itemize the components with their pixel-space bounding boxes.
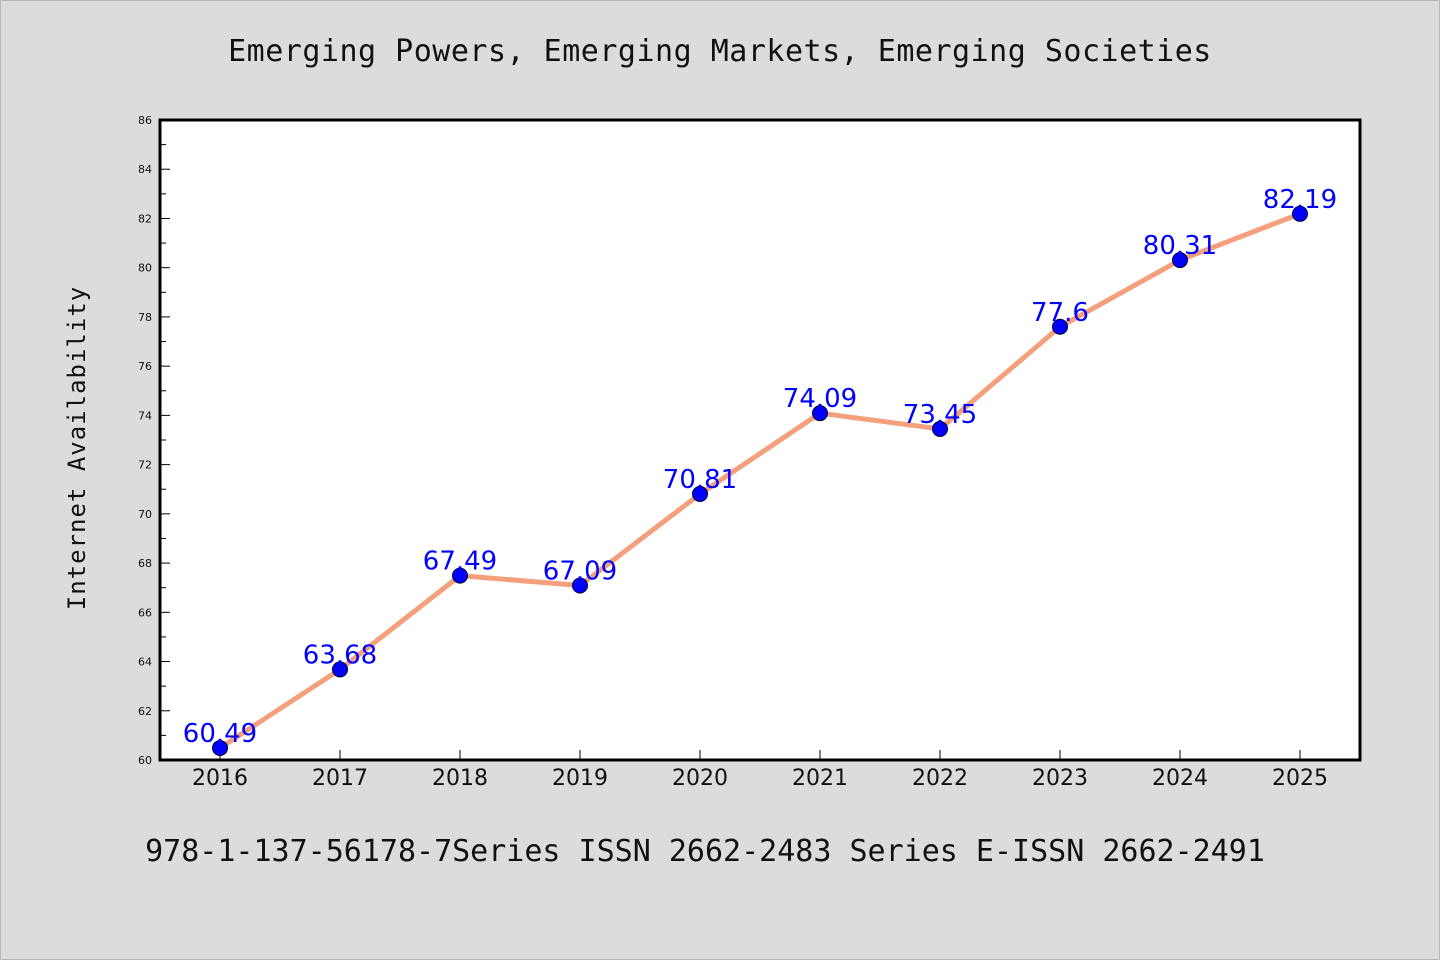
x-tick-label: 2021: [792, 766, 848, 791]
data-label: 67.09: [543, 556, 617, 586]
x-tick-label: 2017: [312, 766, 368, 791]
y-tick-label: 80: [138, 262, 152, 275]
y-tick-label: 86: [138, 114, 152, 127]
data-label: 70.81: [663, 465, 737, 495]
y-tick-label: 82: [138, 212, 152, 225]
y-tick-label: 60: [138, 754, 152, 767]
x-tick-label: 2022: [912, 766, 968, 791]
series-line: [217, 211, 1303, 751]
data-point: [212, 739, 228, 756]
x-tick-label: 2020: [672, 766, 728, 791]
y-tick-label: 66: [138, 606, 152, 619]
data-label: 74.09: [783, 384, 857, 414]
data-point: [1292, 205, 1308, 222]
data-point: [932, 420, 948, 437]
y-tick-label: 76: [138, 360, 152, 373]
data-label: 73.45: [903, 400, 977, 430]
x-tick-label: 2016: [192, 766, 248, 791]
data-point: [1052, 318, 1068, 335]
y-tick-label: 62: [138, 705, 152, 718]
x-tick-label: 2024: [1152, 766, 1208, 791]
footer-isbn-text: 978-1-137-56178-7Series ISSN 2662-2483 S…: [145, 834, 1265, 869]
x-tick-label: 2025: [1272, 766, 1328, 791]
data-label: 82.19: [1263, 185, 1337, 215]
x-tick-label: 2023: [1032, 766, 1088, 791]
plot-border: [158, 118, 1362, 762]
y-tick-label: 64: [138, 656, 152, 669]
y-tick-label: 68: [138, 557, 152, 570]
y-tick-label: 74: [138, 409, 152, 422]
data-label: 63.68: [303, 640, 377, 670]
data-label: 67.49: [423, 547, 497, 577]
data-point: [692, 485, 708, 502]
y-tick-label: 72: [138, 459, 152, 472]
data-label: 80.31: [1143, 231, 1217, 261]
data-point: [332, 661, 348, 678]
data-point: [812, 405, 828, 422]
data-point: [572, 577, 588, 594]
data-label: 60.49: [183, 719, 257, 749]
chart-title: Emerging Powers, Emerging Markets, Emerg…: [228, 34, 1212, 69]
y-tick-label: 78: [138, 311, 152, 324]
data-label: 77.6: [1031, 298, 1089, 328]
y-tick-label: 70: [138, 508, 152, 521]
x-tick-label: 2019: [552, 766, 608, 791]
y-tick-label: 84: [138, 163, 152, 176]
data-point: [452, 567, 468, 584]
x-tick-label: 2018: [432, 766, 488, 791]
data-point: [1172, 252, 1188, 269]
